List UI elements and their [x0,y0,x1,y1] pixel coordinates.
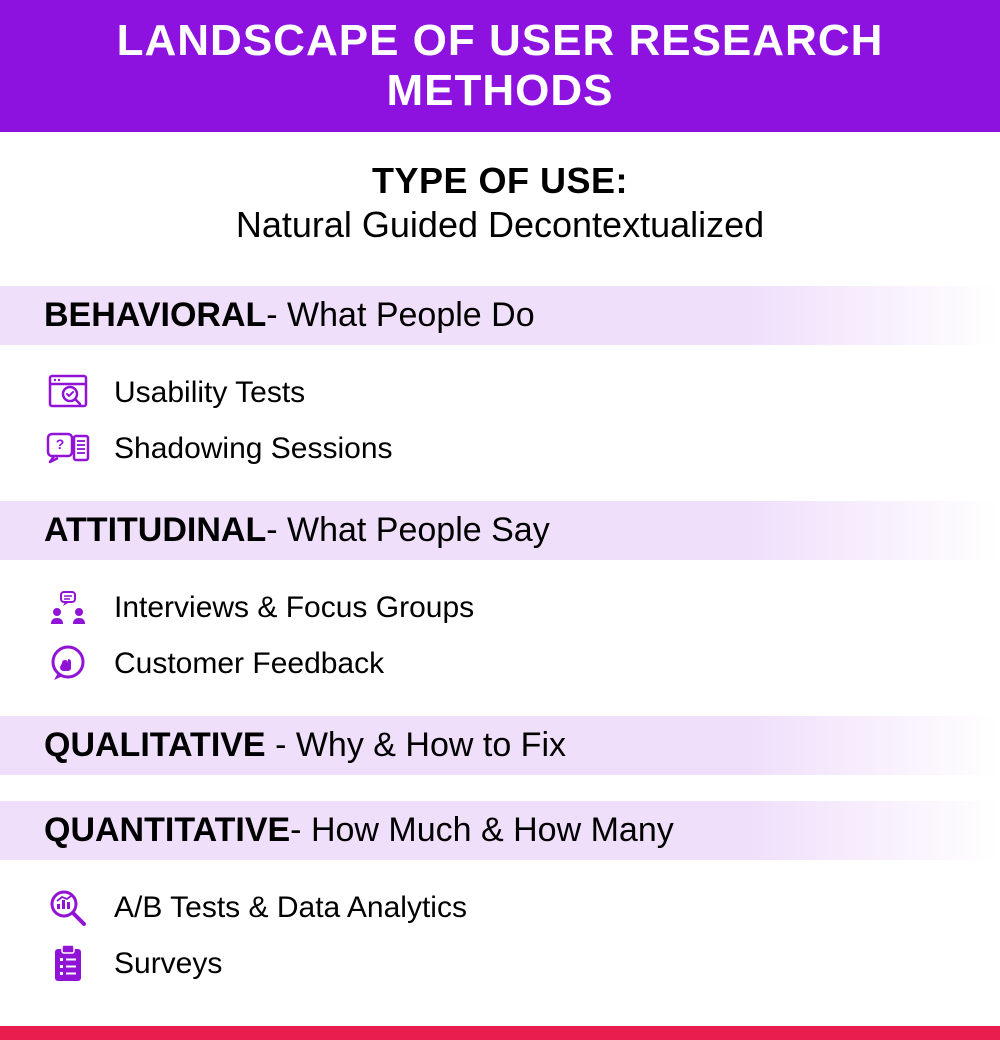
section-title: QUANTITATIVE [44,811,290,849]
section-separator: - [290,811,311,849]
list-item: Interviews & Focus Groups [44,580,1000,636]
items-behavioral: Usability Tests ? Shadowing Sessions [0,353,1000,501]
spacer [0,783,1000,801]
focus-group-icon [44,588,92,628]
section-bar-attitudinal: ATTITUDINAL- What People Say [0,501,1000,560]
item-label: A/B Tests & Data Analytics [114,891,467,925]
list-item: Usability Tests [44,365,1000,421]
items-quantitative: A/B Tests & Data Analytics Surveys [0,868,1000,1016]
item-label: Usability Tests [114,376,305,410]
item-label: Interviews & Focus Groups [114,591,474,625]
item-label: Shadowing Sessions [114,432,393,466]
items-attitudinal: Interviews & Focus Groups Customer Feedb… [0,568,1000,716]
shadowing-icon: ? [44,429,92,469]
section-bar-behavioral: BEHAVIORAL- What People Do [0,286,1000,345]
list-item: Surveys [44,936,1000,992]
section-separator: - [275,726,296,764]
svg-text:?: ? [56,436,65,452]
section-desc: Why & How to Fix [296,726,566,764]
usability-test-icon [44,373,92,413]
list-item: Customer Feedback [44,636,1000,692]
list-item: A/B Tests & Data Analytics [44,880,1000,936]
feedback-icon [44,644,92,684]
section-title: QUALITATIVE [44,726,275,764]
survey-icon [44,944,92,984]
subtitle-value: Natural Guided Decontextualized [0,204,1000,246]
subtitle-block: TYPE OF USE: Natural Guided Decontextual… [0,132,1000,286]
section-title: BEHAVIORAL [44,296,266,334]
section-desc: How Much & How Many [311,811,674,849]
analytics-icon [44,888,92,928]
section-separator: - [266,511,287,549]
page-title: LANDSCAPE OF USER RESEARCH METHODS [117,16,884,115]
item-label: Surveys [114,947,222,981]
section-bar-quantitative: QUANTITATIVE- How Much & How Many [0,801,1000,860]
section-desc: What People Say [287,511,550,549]
section-title: ATTITUDINAL [44,511,266,549]
list-item: ? Shadowing Sessions [44,421,1000,477]
section-separator: - [266,296,287,334]
header-banner: LANDSCAPE OF USER RESEARCH METHODS [0,0,1000,132]
item-label: Customer Feedback [114,647,384,681]
section-bar-qualitative: QUALITATIVE - Why & How to Fix [0,716,1000,775]
footer-bar [0,1026,1000,1040]
section-desc: What People Do [287,296,535,334]
subtitle-label: TYPE OF USE: [0,160,1000,202]
